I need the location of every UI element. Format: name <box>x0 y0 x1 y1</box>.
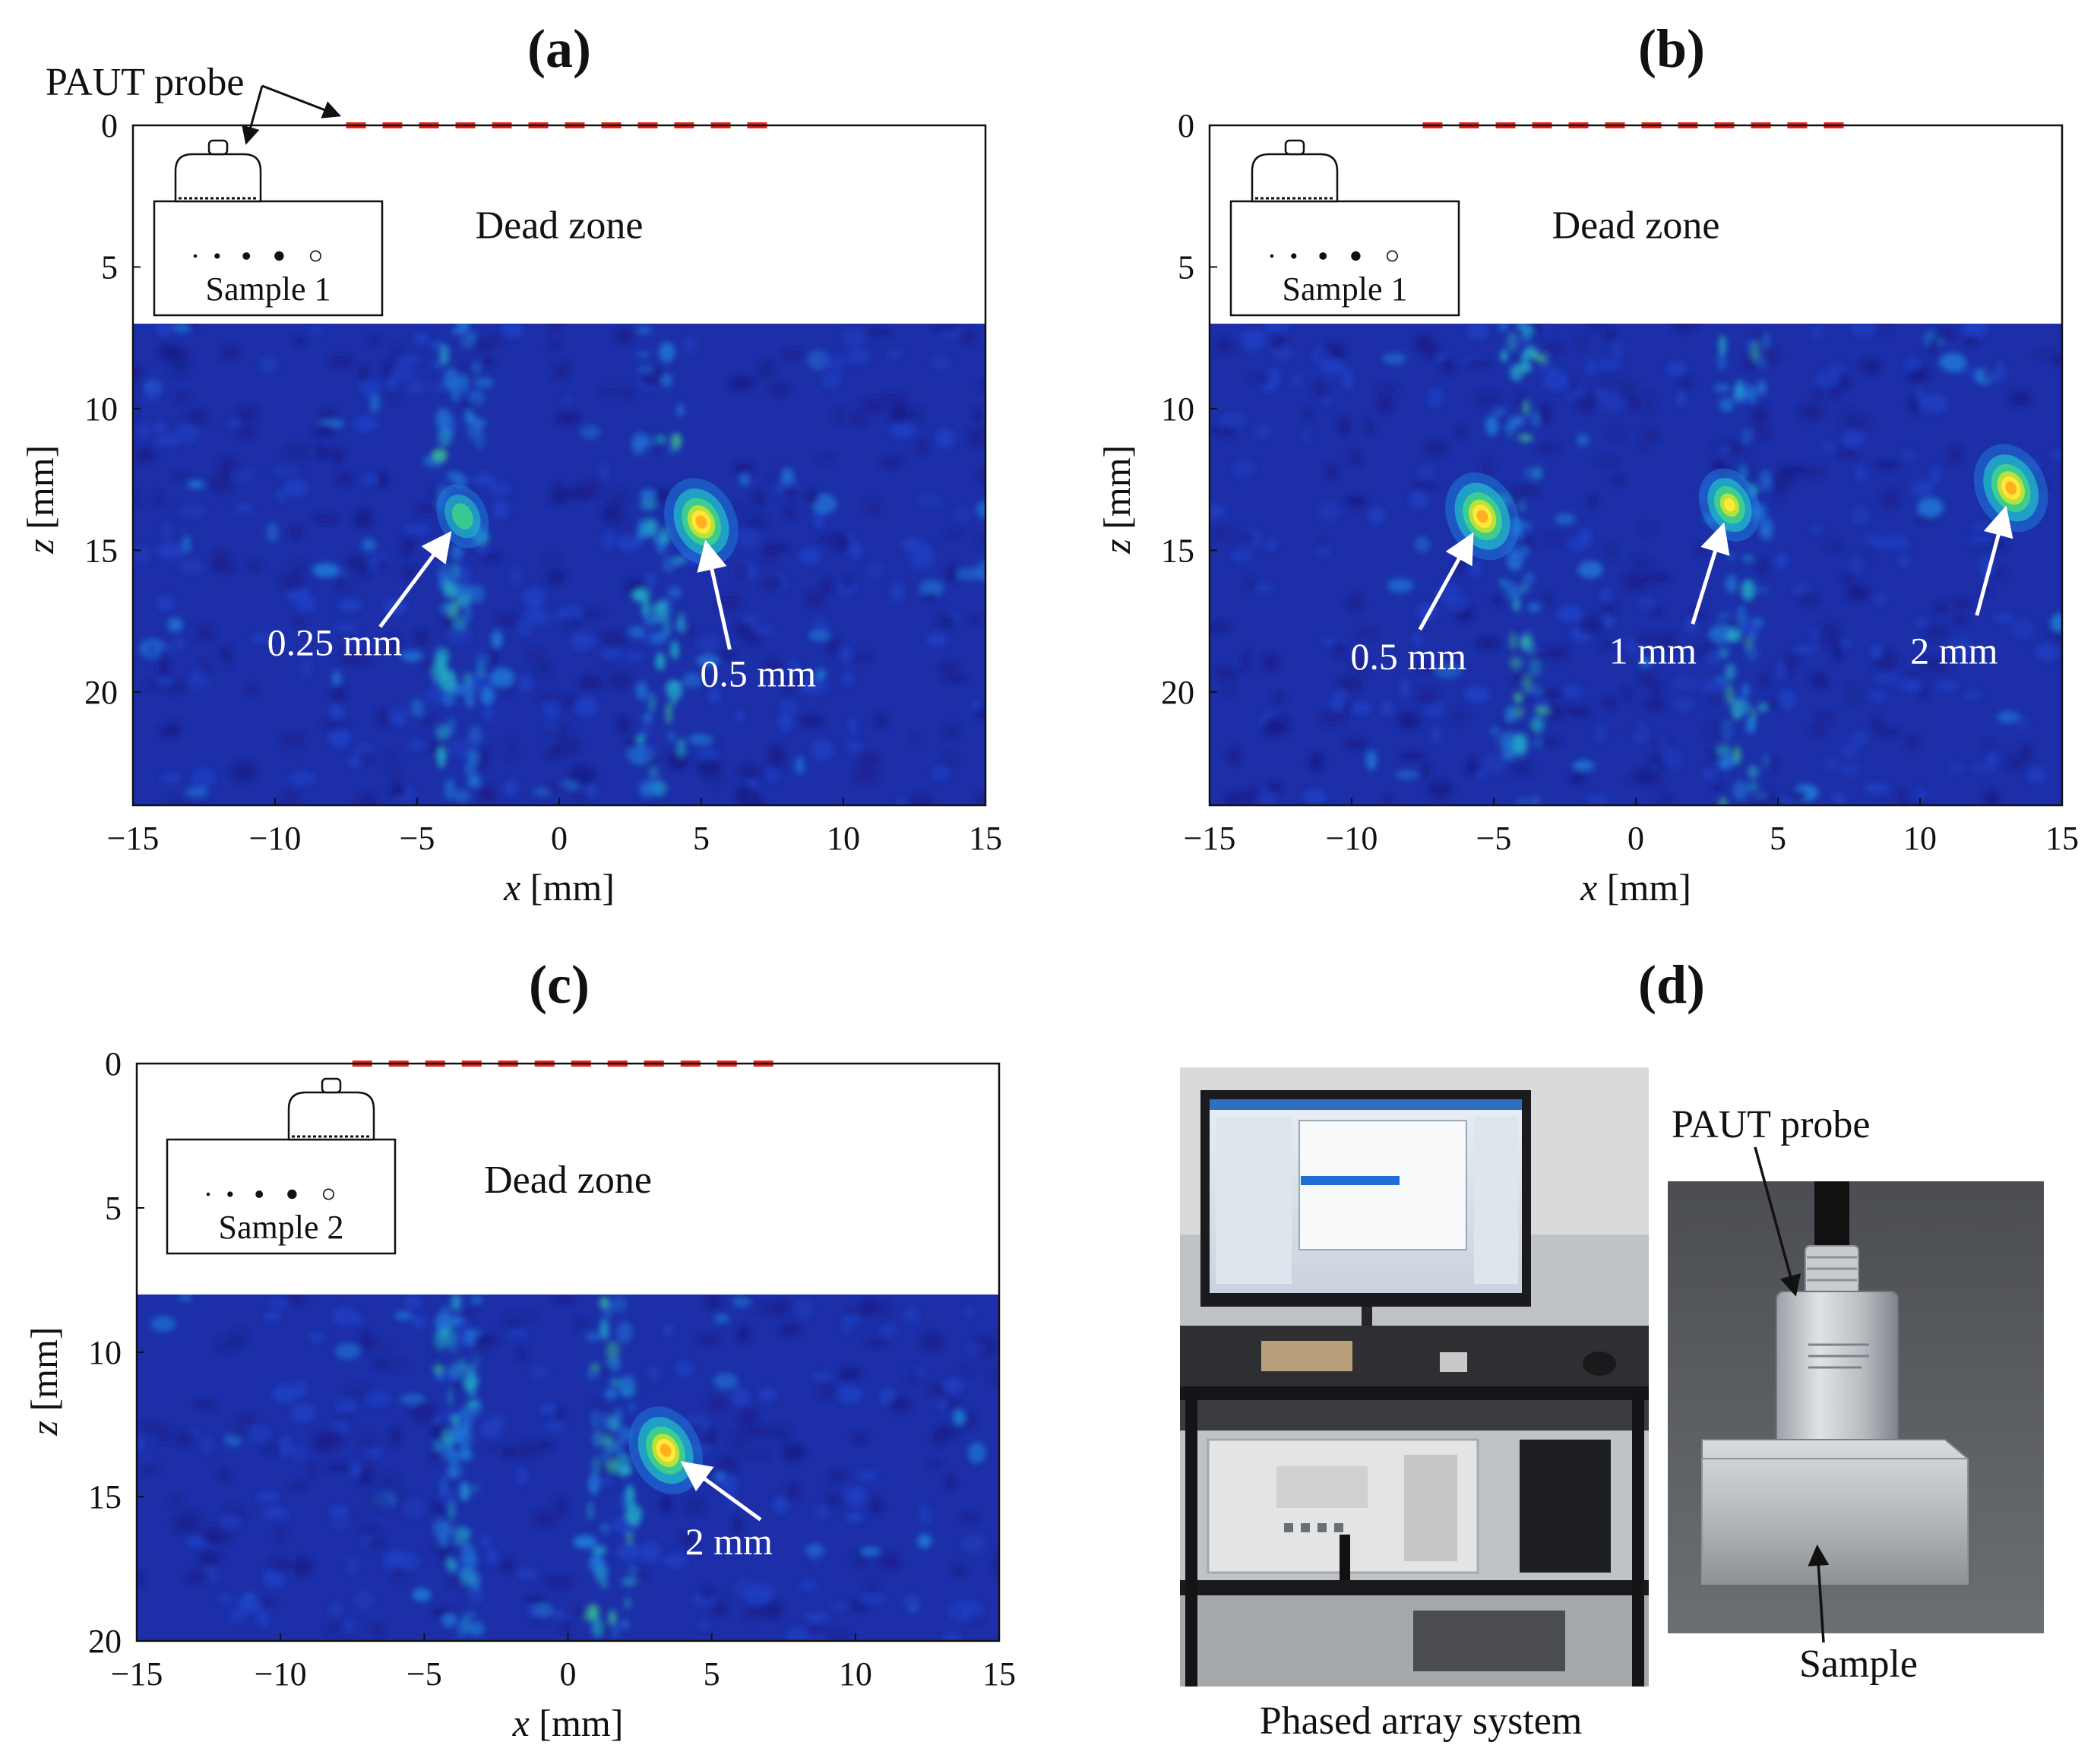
b-ytick-label: 10 <box>1161 390 1194 428</box>
b-inset-probe-icon <box>1251 139 1339 203</box>
a-bscan-image <box>133 324 985 805</box>
b-xtick-label: 15 <box>2045 820 2079 857</box>
b-ylabel: z [mm] <box>1096 445 1138 555</box>
c-defect-label-1: 2 mm <box>685 1520 773 1563</box>
a-defect-label-2: 0.5 mm <box>700 652 816 694</box>
a-defect-arrow-2 <box>697 539 732 650</box>
sample-photo-arrow <box>1808 1544 1830 1643</box>
c-xtick-label: 5 <box>704 1655 720 1693</box>
phased-array-system-photo <box>1180 1067 1649 1687</box>
a-ytick-label: 10 <box>84 390 118 428</box>
c-dead-zone-label: Dead zone <box>484 1159 652 1202</box>
a-xlabel: x [mm] <box>503 866 615 909</box>
panel-label-d: (d) <box>1638 954 1705 1015</box>
c-ytick-label: 0 <box>105 1045 122 1083</box>
c-inset-probe-icon <box>287 1077 375 1141</box>
sample-block <box>1701 1439 1969 1585</box>
a-xtick-label: 0 <box>551 820 568 857</box>
a-ylabel: z [mm] <box>19 445 62 555</box>
b-defect-label-3: 2 mm <box>1910 630 1998 672</box>
b-xtick-label: −5 <box>1476 820 1512 857</box>
paut-probe-housing <box>1776 1291 1899 1459</box>
a-xtick-label: −15 <box>107 820 160 857</box>
b-ytick-label: 5 <box>1178 248 1194 286</box>
b-xtick-label: 0 <box>1627 820 1644 857</box>
c-ytick-label: 5 <box>105 1190 122 1227</box>
b-dead-zone-label: Dead zone <box>1552 204 1720 248</box>
a-probe-arrow-2 <box>261 84 342 119</box>
a-xtick-label: 15 <box>969 820 1002 857</box>
mouse <box>1583 1351 1616 1376</box>
b-defect-arrow-1 <box>1418 532 1474 631</box>
b-xtick-label: 10 <box>1903 820 1937 857</box>
a-probe-label: PAUT probe <box>46 61 244 104</box>
probe-photo-arrow <box>1754 1146 1801 1297</box>
a-ytick-label: 5 <box>101 248 118 286</box>
panel-c: (c) 2 mm Dead zone Sample 2 −15 −10 −5 0 5 10 15 0 5… <box>23 954 1016 1744</box>
panel-label-a: (a) <box>527 18 591 79</box>
c-inset-holes <box>206 1188 334 1200</box>
b-ytick-label: 0 <box>1178 107 1194 144</box>
a-inset-holes <box>193 250 321 262</box>
b-xtick-label: −15 <box>1184 820 1236 857</box>
c-xtick-label: 0 <box>560 1655 577 1693</box>
b-defect-arrow-2 <box>1691 522 1730 625</box>
c-xtick-label: 10 <box>839 1655 872 1693</box>
b-xtick-label: 5 <box>1770 820 1786 857</box>
panel-label-c: (c) <box>529 954 590 1015</box>
a-probe-arrow-1 <box>242 85 264 145</box>
a-ytick-label: 20 <box>84 674 118 711</box>
b-xtick-label: −10 <box>1326 820 1378 857</box>
b-defect-label-1: 0.5 mm <box>1350 635 1466 678</box>
c-ytick-label: 10 <box>88 1334 122 1371</box>
c-ytick-label: 20 <box>88 1623 122 1660</box>
c-ylabel: z [mm] <box>23 1326 65 1436</box>
b-inset-schematic: Sample 1 <box>1229 139 1460 317</box>
c-xtick-label: −10 <box>255 1655 307 1693</box>
a-xtick-label: 10 <box>827 820 860 857</box>
c-xtick-label: −15 <box>111 1655 163 1693</box>
b-inset-holes <box>1270 250 1398 262</box>
c-inset-sample-label: Sample 2 <box>219 1209 344 1246</box>
b-ytick-label: 15 <box>1161 532 1194 569</box>
c-bscan-image <box>137 1295 999 1641</box>
panel-b: (b) 0.5 mm 1 mm 2 mm Dead zone Sample 1 −15 −10… <box>1096 18 2079 909</box>
sample-photo-label: Sample <box>1799 1642 1918 1686</box>
b-defect-label-2: 1 mm <box>1609 630 1697 672</box>
phased-array-system-caption: Phased array system <box>1260 1699 1583 1743</box>
a-ytick-label: 0 <box>101 107 118 144</box>
probe-photo-label: PAUT probe <box>1672 1103 1870 1146</box>
c-speckle <box>137 1295 999 1641</box>
c-xlabel: x [mm] <box>512 1702 624 1744</box>
b-ytick-label: 20 <box>1161 674 1194 711</box>
probe-sample-photo <box>1668 1181 2044 1633</box>
c-ytick-label: 15 <box>88 1478 122 1516</box>
a-speckle <box>133 324 985 805</box>
a-dead-zone-label: Dead zone <box>476 204 644 248</box>
a-defect-label-1: 0.25 mm <box>267 621 403 663</box>
c-xtick-label: 15 <box>982 1655 1016 1693</box>
c-xtick-label: −5 <box>406 1655 442 1693</box>
a-xtick-label: −5 <box>400 820 435 857</box>
a-ytick-label: 15 <box>84 532 118 569</box>
a-inset-probe-icon <box>174 139 262 203</box>
b-defect-arrow-3 <box>1975 505 2013 616</box>
b-inset-sample-label: Sample 1 <box>1283 270 1408 308</box>
a-xtick-label: −10 <box>249 820 302 857</box>
panel-a: (a) 0.25 mm 0.5 mm Dead zone Sample 1 PAUT pr… <box>19 18 1002 909</box>
panel-label-b: (b) <box>1638 18 1705 79</box>
c-inset-schematic: Sample 2 <box>166 1077 397 1255</box>
b-bscan-image <box>1210 324 2062 805</box>
b-xlabel: x [mm] <box>1580 866 1691 909</box>
a-inset-schematic: Sample 1 <box>153 139 384 317</box>
probe-on-desk <box>1261 1341 1352 1371</box>
a-defect-arrow-1 <box>378 530 452 628</box>
a-xtick-label: 5 <box>693 820 710 857</box>
c-defect-arrow-1 <box>680 1461 762 1522</box>
a-inset-sample-label: Sample 1 <box>206 270 331 308</box>
panel-d: (d) <box>1180 954 2044 1743</box>
